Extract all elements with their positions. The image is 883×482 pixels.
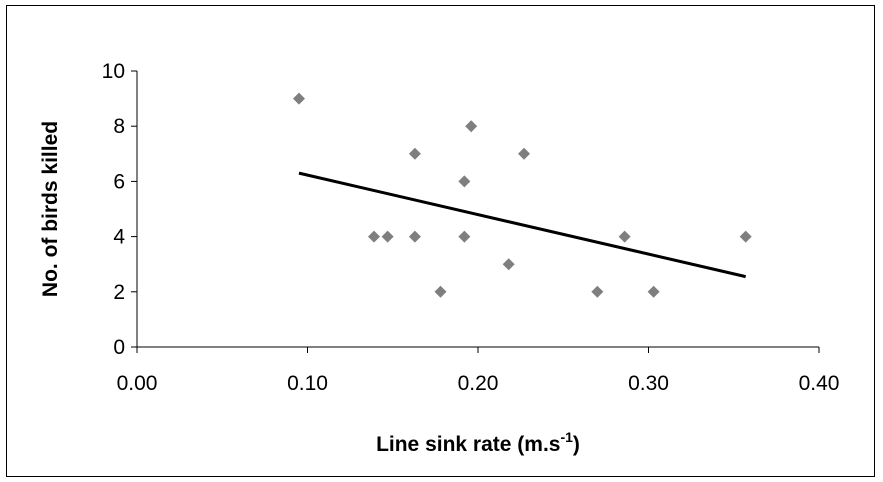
y-tick-label: 8 <box>113 115 125 138</box>
y-tick-label: 2 <box>113 281 125 304</box>
data-points <box>292 92 752 298</box>
x-ticks: 0.00 0.10 0.20 0.30 0.40 <box>117 347 840 395</box>
x-axis-title-superscript: -1 <box>560 429 573 445</box>
data-point-diamond <box>381 230 394 243</box>
y-axis-title: No. of birds killed <box>39 121 62 297</box>
y-tick-label: 6 <box>113 170 125 193</box>
data-point-diamond <box>367 230 380 243</box>
y-tick-label: 4 <box>113 226 125 249</box>
data-point-diamond <box>434 285 447 298</box>
data-point-diamond <box>458 175 471 188</box>
data-point-diamond <box>465 120 478 133</box>
data-point-diamond <box>591 285 604 298</box>
y-ticks: 0 2 4 6 8 10 <box>102 60 137 359</box>
x-axis-title-main: Line sink rate (m.s <box>376 433 560 456</box>
x-axis-title-suffix: ) <box>573 433 580 456</box>
x-tick-label: 0.20 <box>458 372 499 395</box>
axes <box>136 71 819 348</box>
x-tick-label: 0.00 <box>117 372 158 395</box>
data-point-diamond <box>739 230 752 243</box>
data-point-diamond <box>408 147 421 160</box>
x-tick-label: 0.10 <box>287 372 328 395</box>
data-point-diamond <box>408 230 421 243</box>
data-point-diamond <box>518 147 531 160</box>
y-tick-label: 0 <box>113 336 125 359</box>
x-tick-label: 0.40 <box>799 372 840 395</box>
trend-line <box>298 171 747 279</box>
data-point-diamond <box>458 230 471 243</box>
data-point-diamond <box>502 258 515 271</box>
data-point-diamond <box>618 230 631 243</box>
x-tick-label: 0.30 <box>628 372 669 395</box>
chart-frame <box>6 5 875 477</box>
data-point-diamond <box>647 285 660 298</box>
data-point-diamond <box>292 92 305 105</box>
x-axis-title: Line sink rate (m.s-1) <box>376 429 580 456</box>
y-tick-label: 10 <box>102 60 125 83</box>
